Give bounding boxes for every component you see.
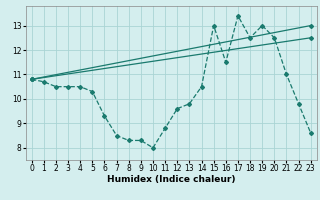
X-axis label: Humidex (Indice chaleur): Humidex (Indice chaleur) (107, 175, 236, 184)
